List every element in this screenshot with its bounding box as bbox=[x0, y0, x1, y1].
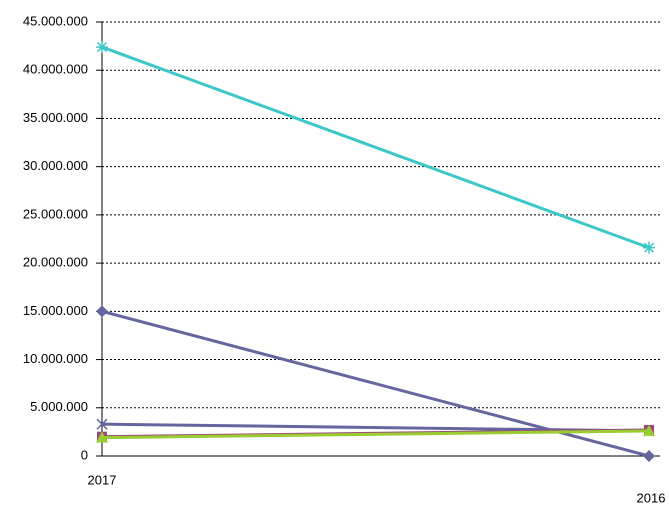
marker bbox=[96, 305, 108, 318]
x-tick-label: 2017 bbox=[88, 472, 117, 487]
marker bbox=[643, 424, 655, 436]
marker bbox=[96, 41, 108, 54]
y-tick-label: 25.000.000 bbox=[23, 206, 88, 221]
y-tick-label: 10.000.000 bbox=[23, 351, 88, 366]
marker bbox=[96, 418, 108, 430]
y-tick-label: 0 bbox=[81, 447, 88, 462]
marker bbox=[96, 431, 108, 443]
y-tick-label: 35.000.000 bbox=[23, 110, 88, 125]
y-tick-label: 5.000.000 bbox=[30, 399, 88, 414]
x-tick-label: 2016 bbox=[637, 490, 666, 505]
y-tick-label: 45.000.000 bbox=[23, 13, 88, 28]
y-tick-label: 20.000.000 bbox=[23, 255, 88, 270]
y-tick-label: 15.000.000 bbox=[23, 303, 88, 318]
marker bbox=[643, 450, 655, 462]
series-line bbox=[101, 429, 650, 440]
series-line bbox=[101, 45, 650, 250]
y-tick-label: 30.000.000 bbox=[23, 158, 88, 173]
marker bbox=[643, 241, 655, 254]
y-tick-label: 40.000.000 bbox=[23, 62, 88, 77]
